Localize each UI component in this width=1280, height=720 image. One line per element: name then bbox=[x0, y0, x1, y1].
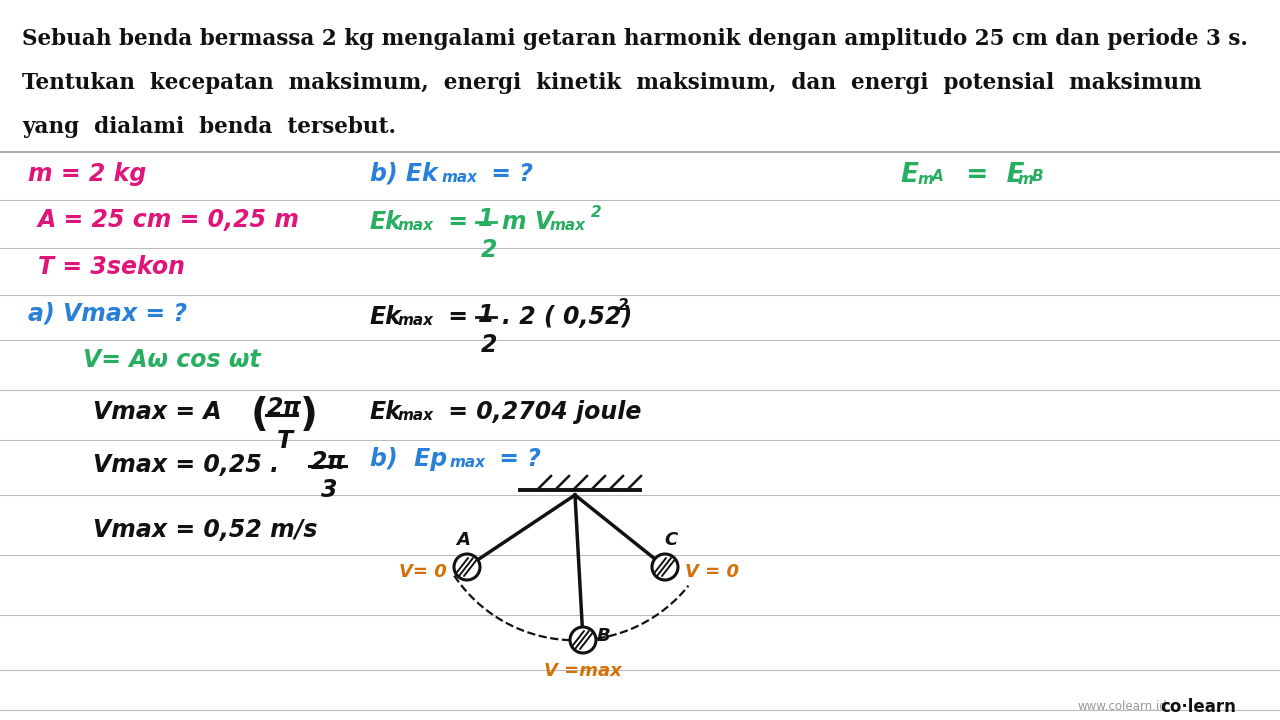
Text: A: A bbox=[456, 531, 470, 549]
Text: B: B bbox=[1032, 169, 1043, 184]
Text: www.colearn.id: www.colearn.id bbox=[1078, 700, 1167, 713]
Text: 1: 1 bbox=[477, 207, 494, 231]
Text: b)  Ep: b) Ep bbox=[370, 447, 447, 471]
Text: 2: 2 bbox=[591, 205, 602, 220]
Text: V =max: V =max bbox=[544, 662, 622, 680]
Text: =: = bbox=[440, 305, 476, 329]
Text: 2π: 2π bbox=[268, 396, 302, 420]
Text: 1: 1 bbox=[477, 303, 494, 327]
Text: ): ) bbox=[300, 396, 317, 434]
Circle shape bbox=[454, 554, 480, 580]
Text: co·learn: co·learn bbox=[1160, 698, 1236, 716]
Text: m: m bbox=[1018, 172, 1034, 187]
Text: 2: 2 bbox=[481, 238, 498, 262]
Text: V = 0: V = 0 bbox=[685, 563, 739, 581]
Text: max: max bbox=[398, 218, 434, 233]
Text: a) Vmax = ?: a) Vmax = ? bbox=[28, 302, 187, 326]
Text: 3: 3 bbox=[321, 478, 338, 502]
Text: Vmax = A: Vmax = A bbox=[93, 400, 221, 424]
Circle shape bbox=[652, 554, 678, 580]
Text: Sebuah benda bermassa 2 kg mengalami getaran harmonik dengan amplitudo 25 cm dan: Sebuah benda bermassa 2 kg mengalami get… bbox=[22, 28, 1248, 50]
Text: Vmax = 0,25 .: Vmax = 0,25 . bbox=[93, 453, 279, 477]
Text: = ?: = ? bbox=[492, 447, 541, 471]
Text: Ek: Ek bbox=[370, 305, 402, 329]
Text: Ek: Ek bbox=[370, 210, 402, 234]
Text: B: B bbox=[596, 627, 611, 645]
Text: A: A bbox=[932, 169, 943, 184]
Text: =  E: = E bbox=[948, 162, 1024, 188]
Text: V= Aω cos ωt: V= Aω cos ωt bbox=[83, 348, 261, 372]
Text: Vmax = 0,52 m/s: Vmax = 0,52 m/s bbox=[93, 518, 317, 542]
Text: max: max bbox=[398, 313, 434, 328]
Text: (: ( bbox=[251, 396, 269, 434]
Text: 2π: 2π bbox=[311, 450, 347, 474]
Text: T = 3sekon: T = 3sekon bbox=[38, 255, 186, 279]
Text: V= 0: V= 0 bbox=[399, 563, 447, 581]
Text: b) Ek: b) Ek bbox=[370, 162, 438, 186]
Text: Ek: Ek bbox=[370, 400, 402, 424]
Text: 2: 2 bbox=[481, 333, 498, 357]
Text: E: E bbox=[900, 162, 918, 188]
Text: m = 2 kg: m = 2 kg bbox=[28, 162, 146, 186]
Text: C: C bbox=[664, 531, 677, 549]
Text: = ?: = ? bbox=[483, 162, 532, 186]
Text: Tentukan  kecepatan  maksimum,  energi  kinetik  maksimum,  dan  energi  potensi: Tentukan kecepatan maksimum, energi kine… bbox=[22, 72, 1202, 94]
Text: max: max bbox=[451, 455, 486, 470]
Text: 2: 2 bbox=[618, 298, 628, 313]
Circle shape bbox=[570, 627, 596, 653]
Text: =: = bbox=[440, 210, 476, 234]
Text: m: m bbox=[918, 172, 934, 187]
Text: max: max bbox=[398, 408, 434, 423]
Text: T: T bbox=[276, 429, 293, 453]
Text: yang  dialami  benda  tersebut.: yang dialami benda tersebut. bbox=[22, 116, 396, 138]
Text: . 2 ( 0,52): . 2 ( 0,52) bbox=[502, 305, 632, 329]
Text: A = 25 cm = 0,25 m: A = 25 cm = 0,25 m bbox=[38, 208, 300, 232]
Text: max: max bbox=[550, 218, 586, 233]
Text: max: max bbox=[442, 170, 477, 185]
Text: = 0,2704 joule: = 0,2704 joule bbox=[440, 400, 641, 424]
Text: m V: m V bbox=[502, 210, 553, 234]
